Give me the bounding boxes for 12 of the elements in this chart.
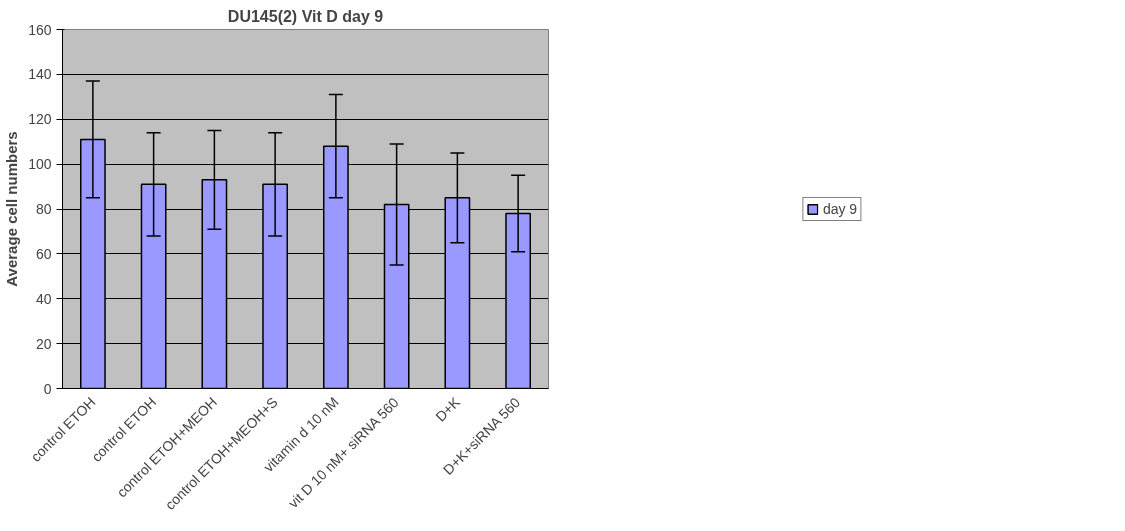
legend-label: day 9 (822, 200, 858, 217)
y-tick-label: 0 (43, 380, 52, 397)
y-tick-label: 120 (28, 111, 52, 128)
chart-title: DU145(2) Vit D day 9 (227, 7, 384, 25)
y-axis-title: Average cell numbers (3, 131, 21, 287)
y-tick-label: 20 (35, 335, 52, 352)
y-tick-label: 60 (35, 245, 52, 262)
y-tick-label: 160 (28, 21, 52, 38)
y-tick-label: 80 (35, 201, 52, 217)
y-tick-label: 100 (28, 156, 52, 173)
y-tick-label: 140 (28, 66, 52, 83)
y-tick-label: 40 (35, 290, 52, 307)
